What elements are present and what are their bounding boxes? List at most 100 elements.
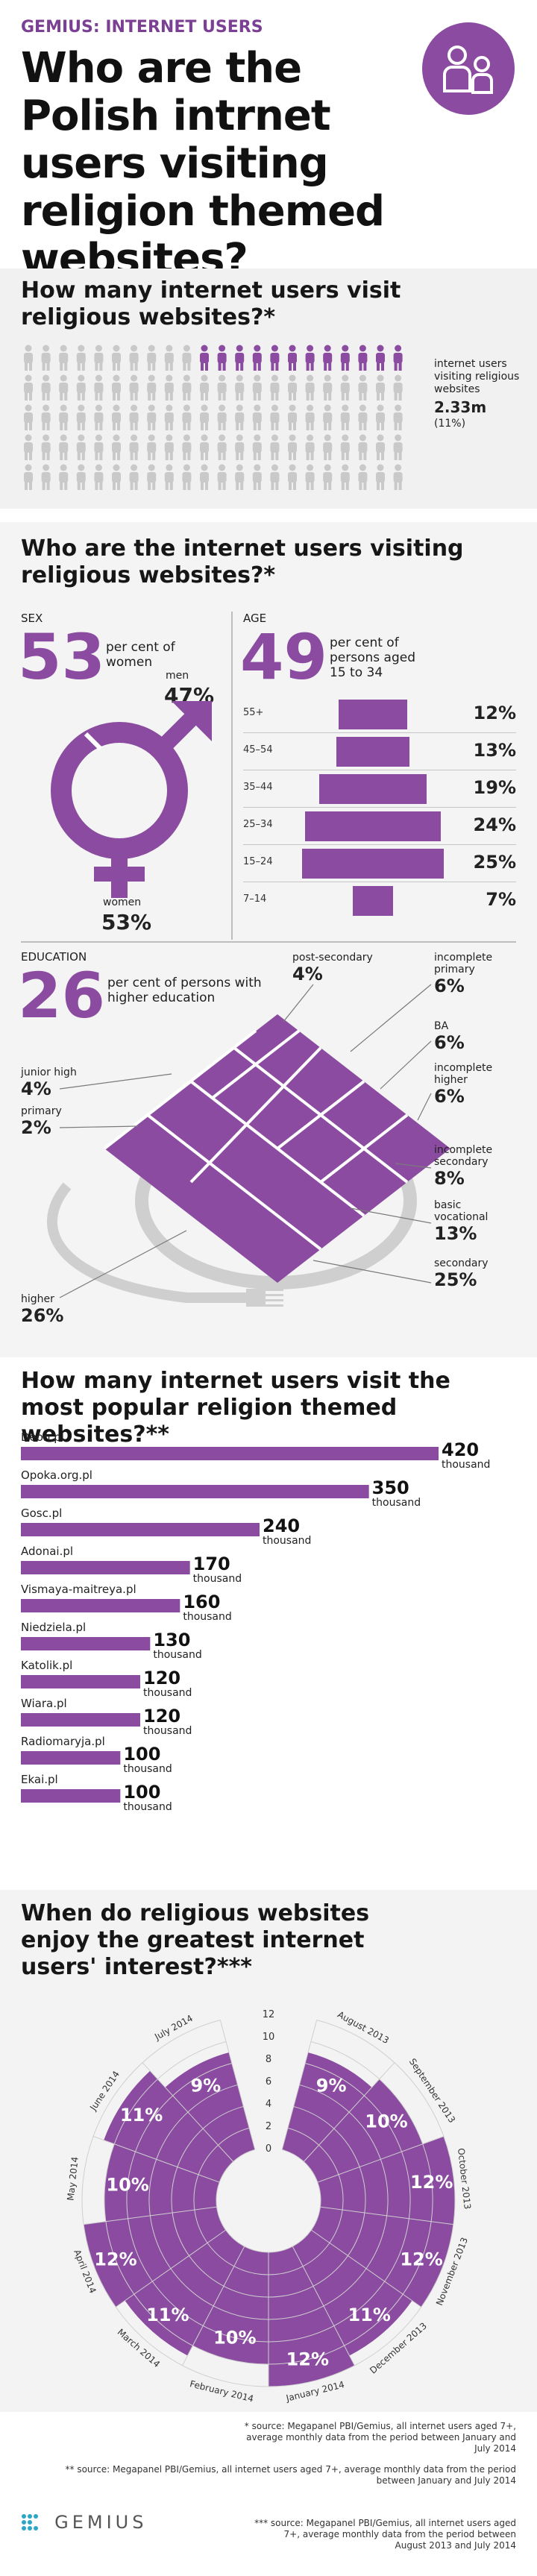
- person-icon: [376, 434, 385, 460]
- month-wedge: [292, 2230, 412, 2356]
- person-icon: [340, 374, 350, 400]
- site-bar: [21, 1447, 439, 1460]
- month-wedge: [104, 2143, 220, 2222]
- reach-share: (11%): [434, 418, 466, 430]
- person-icon: [358, 404, 368, 430]
- person-icon: [94, 404, 104, 430]
- person-icon: [182, 404, 192, 430]
- age-row-value: 13%: [473, 740, 516, 761]
- person-icon: [393, 434, 403, 460]
- education-cell-divider: [189, 1046, 322, 1184]
- person-icon: [147, 345, 157, 371]
- site-bar: [21, 1523, 260, 1536]
- person-icon: [94, 434, 104, 460]
- person-icon: [24, 464, 33, 490]
- person-icon: [323, 464, 333, 490]
- age-chart: 55+ 12% 45–54 13% 35–44 19% 25–34 24% 15–24 25% 7–…: [243, 697, 516, 935]
- person-icon: [112, 434, 121, 460]
- reach-title: How many internet users visit religious …: [21, 277, 401, 330]
- person-icon: [340, 434, 350, 460]
- person-highlighted-icon: [305, 345, 315, 371]
- person-icon: [164, 434, 174, 460]
- education-leader-line: [59, 1073, 172, 1090]
- site-value: 160: [183, 1592, 220, 1612]
- education-leader-line: [395, 1163, 432, 1169]
- sex-caption: per cent of women: [106, 640, 175, 670]
- site-value: 130: [153, 1630, 190, 1650]
- radial-spoke: [281, 2020, 318, 2150]
- radial-spoke: [115, 2229, 226, 2308]
- person-icon: [393, 464, 403, 490]
- person-icon: [270, 404, 280, 430]
- person-icon: [288, 404, 297, 430]
- person-icon: [200, 404, 209, 430]
- reach-value: 2.33m: [434, 398, 487, 416]
- site-label: Deon.pl: [21, 1432, 64, 1444]
- person-icon: [235, 404, 245, 430]
- person-icon: [41, 374, 51, 400]
- person-icon: [59, 434, 69, 460]
- education-item-label: basic vocational: [434, 1199, 488, 1223]
- education-leader-line: [380, 1040, 432, 1090]
- person-highlighted-icon: [288, 345, 297, 371]
- age-row-label: 7–14: [243, 893, 267, 905]
- age-row-label: 35–44: [243, 782, 273, 793]
- age-row-value: 12%: [473, 703, 516, 723]
- person-highlighted-icon: [217, 345, 227, 371]
- age-bar: [318, 774, 427, 804]
- education-item-label: junior high: [20, 1066, 77, 1078]
- person-icon: [270, 434, 280, 460]
- month-value-label: 9%: [316, 2076, 347, 2096]
- site-label: Gosc.pl: [21, 1507, 62, 1520]
- person-icon: [147, 464, 157, 490]
- person-icon: [24, 434, 33, 460]
- person-highlighted-icon: [340, 345, 350, 371]
- radial-tick-label: 2: [266, 2121, 271, 2132]
- person-icon: [376, 464, 385, 490]
- person-icon: [288, 434, 297, 460]
- age-bar: [304, 811, 442, 841]
- person-icon: [217, 374, 227, 400]
- person-icon: [41, 345, 51, 371]
- site-label: Niedziela.pl: [21, 1621, 86, 1634]
- site-label: Radiomaryja.pl: [21, 1735, 105, 1748]
- person-icon: [59, 374, 69, 400]
- education-cell-divider: [211, 1029, 301, 1099]
- person-icon: [112, 374, 121, 400]
- month-value-label: 12%: [94, 2249, 136, 2270]
- site-value: 350: [372, 1477, 409, 1498]
- person-icon: [340, 404, 350, 430]
- education-item-label: incomplete primary: [434, 952, 492, 976]
- divider-horizontal: [21, 941, 516, 943]
- site-bar: [21, 1675, 140, 1688]
- month-value-label: 12%: [400, 2249, 442, 2270]
- person-icon: [41, 464, 51, 490]
- person-icon: [358, 464, 368, 490]
- person-icon: [182, 345, 192, 371]
- age-row-label: 45–54: [243, 744, 273, 755]
- footnote-2: ** source: Megapanel PBI/Gemius, all int…: [65, 2464, 516, 2486]
- person-icon: [393, 374, 403, 400]
- education-item-label: post-secondary: [292, 952, 373, 964]
- person-icon: [41, 434, 51, 460]
- education-caption: per cent of persons with higher educatio…: [107, 976, 262, 1005]
- person-icon: [393, 404, 403, 430]
- person-highlighted-icon: [200, 345, 209, 371]
- radial-tick-label: 12: [263, 2009, 275, 2020]
- month-label: October 2013: [456, 2148, 473, 2210]
- site-unit: thousand: [143, 1725, 192, 1737]
- site-bar: [21, 1713, 140, 1727]
- month-label: May 2014: [65, 2156, 80, 2201]
- age-row-divider: [243, 732, 516, 733]
- person-icon: [76, 374, 86, 400]
- footnote-3: *** source: Megapanel PBI/Gemius, all in…: [254, 2518, 516, 2551]
- age-row-label: 25–34: [243, 819, 273, 830]
- month-label: June 2014: [87, 2069, 122, 2113]
- person-icon: [323, 374, 333, 400]
- site-value: 100: [123, 1744, 160, 1765]
- site-label: Ekai.pl: [21, 1773, 58, 1786]
- women-pct: 53%: [101, 910, 152, 934]
- gemius-logo: GEMIUS: [21, 2512, 147, 2533]
- person-icon: [41, 404, 51, 430]
